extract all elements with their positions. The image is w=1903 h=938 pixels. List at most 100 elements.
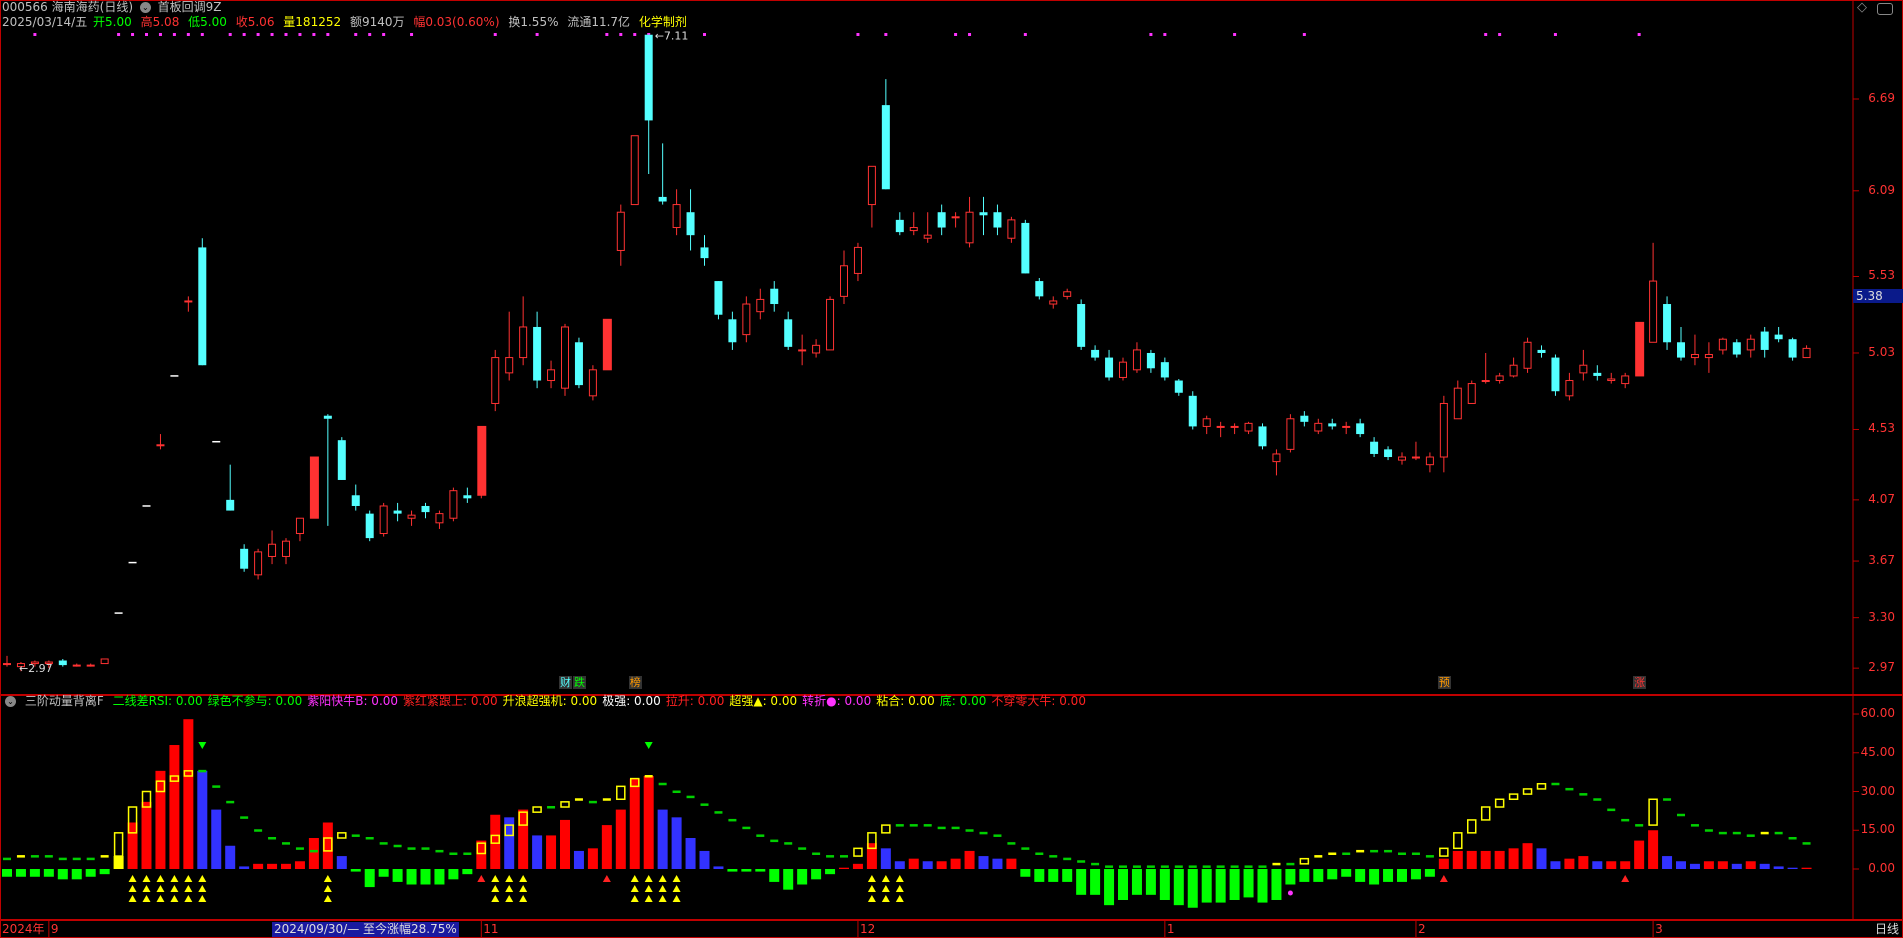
window-toggle-button[interactable] [1877,3,1893,15]
line-marker [602,798,611,801]
line-rise-box [183,770,194,777]
diamond-icon[interactable]: ◇ [1857,0,1867,15]
histogram-bar [1689,863,1700,869]
line-marker [1216,865,1225,868]
line-rise-box [867,832,877,850]
candle-up [268,543,277,557]
line-marker [965,829,974,832]
histogram-bar [1452,850,1463,869]
candle-up [909,227,918,232]
line-marker [86,857,95,861]
top-signal-dot [605,33,609,36]
candle-down [421,505,430,513]
histogram-bar [490,814,501,869]
histogram-bar [1662,856,1673,869]
line-rise-box [630,777,640,788]
line-rise-box [560,801,570,808]
histogram-bar [866,843,877,869]
yellow-triangle-icon [156,875,165,882]
candle-down [881,105,890,190]
formula-dropdown-icon[interactable]: ⌄ [139,2,151,13]
candle-down [1732,342,1741,355]
line-marker [44,855,53,858]
histogram-bar [225,845,236,869]
candle-down [1077,304,1086,347]
price-tick-label: 3.30 [1868,609,1895,624]
line-rise-box [155,780,166,793]
histogram-bar [1787,867,1798,869]
top-signal-dot [1023,33,1027,36]
histogram-bar [699,850,710,869]
signal-tag[interactable]: 财 [559,676,572,689]
indicator-dropdown-icon[interactable]: ⌄ [5,696,16,707]
top-signal-dot [1233,33,1237,36]
indicator-legend-item: 升浪超强机: 0.00 [502,694,598,708]
histogram-bar [922,861,933,869]
candle-down [463,495,472,499]
line-marker [742,826,751,830]
year-label: 2024年 [2,922,45,936]
top-signal-dot [33,33,37,36]
formula-name[interactable]: 首板回调9Z [157,0,222,14]
candle-up [672,204,681,229]
line-rise-box [853,847,863,857]
line-marker [770,839,779,843]
top-signal-dot [410,33,414,36]
line-marker [1788,837,1797,840]
histogram-bar [378,869,389,877]
yellow-triangle-icon [128,895,137,902]
top-signal-dot [326,33,330,36]
yellow-triangle-icon [198,895,207,902]
indicator-legend-item: 紫红紧跟上: 0.00 [403,694,498,708]
histogram-bar [825,869,836,875]
histogram-bar [783,869,794,890]
histogram-bar [936,861,947,869]
line-marker [840,855,848,858]
indicator-name[interactable]: 三阶动量背离F [24,694,104,708]
quote-float-cap: 流通11.7亿 [567,15,631,29]
line-marker [672,790,681,794]
candle-up [1286,418,1295,450]
top-signal-dot [1553,33,1557,36]
range-gain-highlight[interactable]: 2024/09/30/— 至今涨幅28.75% [272,922,459,937]
signal-tag[interactable]: 涨 [1633,676,1647,689]
signal-tag[interactable]: 预 [1437,676,1451,689]
histogram-bar [811,869,822,880]
price-tick-label: 3.67 [1868,553,1895,568]
histogram-bar [908,858,919,869]
line-marker [1551,782,1560,786]
histogram-bar [1731,863,1742,869]
quote-change: 幅0.03(0.60%) [413,15,500,29]
line-rise-box [1536,783,1547,790]
candle-down [240,548,249,569]
histogram-bar [1536,848,1547,869]
line-rise-box [337,832,347,839]
histogram-bar [587,848,598,869]
candle-up [1523,341,1532,369]
line-marker [268,837,277,840]
candle-down [323,415,332,419]
histogram-bar [197,770,208,869]
candle-up [379,505,388,535]
histogram-bar [532,835,543,869]
candle-up [477,425,487,496]
histogram-bar [1578,856,1589,869]
candle-down [658,196,667,202]
histogram-bar [211,809,222,869]
yellow-triangle-icon [867,885,876,892]
signal-tag[interactable]: 榜 [628,676,642,689]
candle-down [533,326,542,381]
line-marker [1704,829,1713,832]
top-signal-dot [354,33,358,36]
period-label[interactable]: 日线 [1874,922,1899,936]
top-signal-dot [242,33,246,36]
line-marker [895,824,904,827]
candle-down [979,212,988,216]
line-marker [1565,787,1574,791]
top-signal-dot [158,33,162,36]
line-rise-box [127,806,138,834]
signal-tag[interactable]: 跌 [572,676,586,689]
quote-sector[interactable]: 化学制剂 [638,15,687,29]
line-marker [16,855,25,858]
